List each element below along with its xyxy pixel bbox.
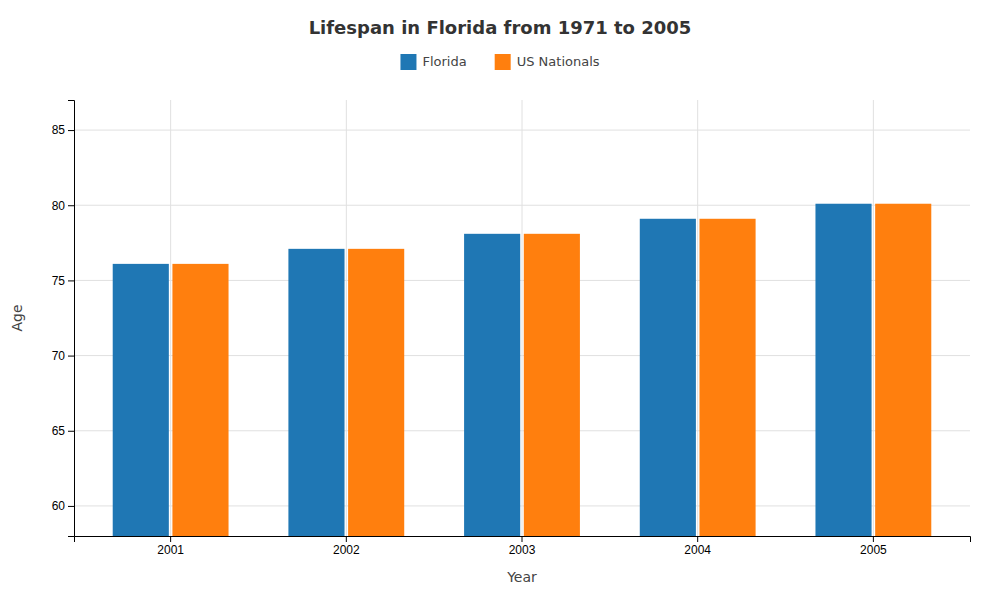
bar (699, 219, 755, 536)
y-tick-mark (68, 431, 74, 432)
y-tick-label: 60 (52, 499, 66, 513)
y-tick: 75 (52, 274, 74, 288)
y-axis-line (68, 101, 75, 537)
bar (348, 249, 404, 536)
chart: 2001 2002 2003 2004 2005 60 65 70 75 80 85 Lifespan… (0, 0, 1000, 600)
x-tick-mark (522, 536, 523, 542)
bar (524, 234, 580, 536)
y-tick: 60 (52, 499, 74, 513)
grid (74, 100, 970, 536)
legend-label: US Nationals (517, 54, 600, 69)
bar (464, 234, 520, 536)
x-tick-mark (873, 536, 874, 542)
x-tick-mark (346, 536, 347, 542)
grid-line-x (170, 100, 171, 536)
x-tick: 2003 (509, 536, 536, 557)
bar (875, 204, 931, 536)
x-tick-label: 2004 (684, 543, 711, 557)
y-tick-label: 65 (52, 424, 66, 438)
y-tick: 80 (52, 199, 74, 213)
y-tick-label: 75 (52, 274, 66, 288)
x-tick-mark (697, 536, 698, 542)
y-tick-mark (68, 506, 74, 507)
legend-swatch (400, 54, 416, 70)
legend: Florida US Nationals (400, 54, 599, 70)
bar (815, 204, 871, 536)
bar (113, 264, 169, 536)
legend-item: US Nationals (495, 54, 600, 70)
legend-label: Florida (422, 54, 466, 69)
y-tick: 85 (52, 123, 74, 137)
x-tick-label: 2002 (333, 543, 360, 557)
x-tick: 2001 (157, 536, 184, 557)
y-tick-mark (68, 280, 74, 281)
title: Lifespan in Florida from 1971 to 2005 (309, 17, 692, 38)
x-tick-label: 2001 (157, 543, 184, 557)
bar (640, 219, 696, 536)
x-axis-line (75, 537, 971, 543)
x-axis: 2001 2002 2003 2004 2005 (75, 536, 971, 557)
grid-line-x (697, 100, 698, 536)
grid-line-x (346, 100, 347, 536)
x-tick-label: 2003 (509, 543, 536, 557)
x-tick-label: 2005 (860, 543, 887, 557)
y-tick-mark (68, 205, 74, 206)
y-tick-mark (68, 356, 74, 357)
y-tick-label: 80 (52, 199, 66, 213)
bar (172, 264, 228, 536)
x-tick: 2002 (333, 536, 360, 557)
y-axis: 60 65 70 75 80 85 (52, 101, 75, 537)
y-tick: 70 (52, 349, 74, 363)
legend-item: Florida (400, 54, 466, 70)
chart-container: 2001 2002 2003 2004 2005 60 65 70 75 80 85 Lifespan… (0, 0, 1000, 600)
x-tick: 2004 (684, 536, 711, 557)
x-axis-title: Year (506, 569, 537, 585)
x-tick: 2005 (860, 536, 887, 557)
grid-line-x (873, 100, 874, 536)
y-axis-title: Age (9, 304, 25, 331)
y-tick-label: 70 (52, 349, 66, 363)
y-tick-mark (68, 130, 74, 131)
grid-line-x (522, 100, 523, 536)
y-tick-label: 85 (52, 123, 66, 137)
x-tick-mark (170, 536, 171, 542)
y-tick: 65 (52, 424, 74, 438)
bars (113, 204, 932, 536)
bar (288, 249, 344, 536)
legend-swatch (495, 54, 511, 70)
